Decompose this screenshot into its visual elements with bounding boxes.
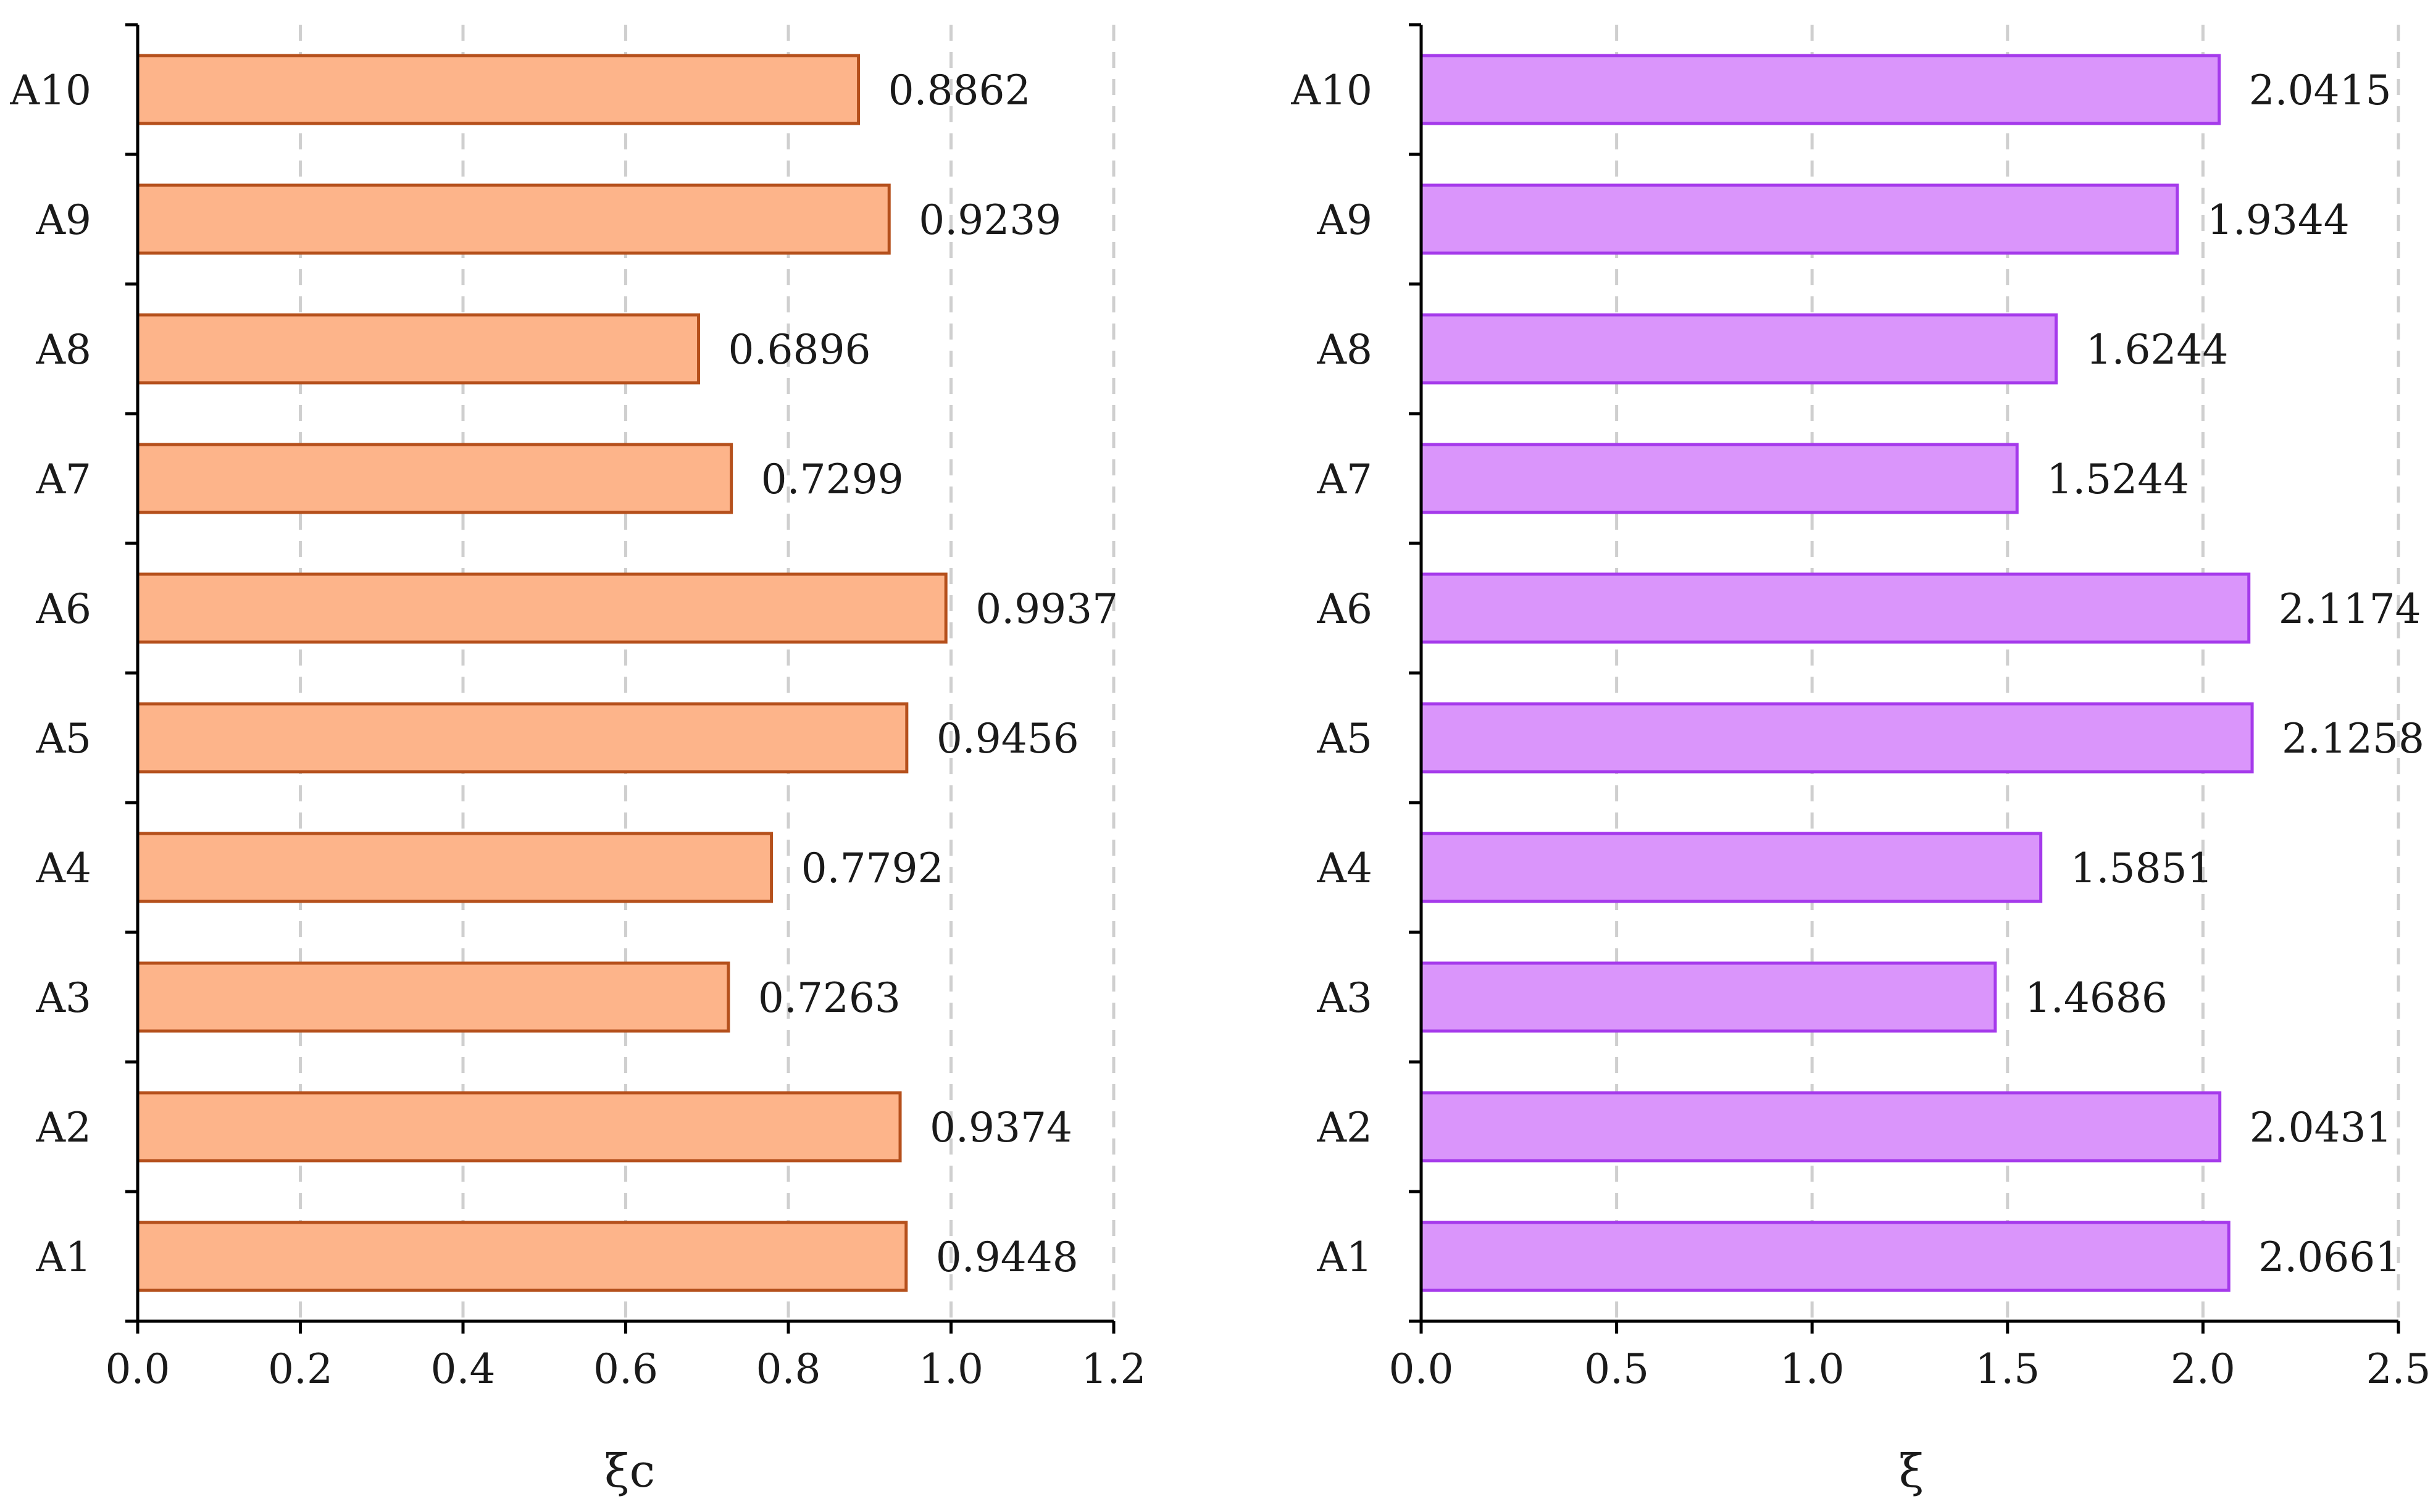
- bar-A9: [136, 183, 891, 255]
- bar-A10: [1419, 54, 2221, 125]
- data-label-A8: 0.6896: [728, 326, 871, 374]
- data-label-A6: 0.9937: [975, 585, 1118, 633]
- data-label-A5: 0.9456: [937, 715, 1079, 762]
- data-label-A9: 1.9344: [2207, 196, 2350, 244]
- data-label-A1: 0.9448: [936, 1234, 1079, 1281]
- category-label-A3: A3: [1316, 974, 1372, 1022]
- x-tick-label: 2.5: [2366, 1345, 2431, 1393]
- category-label-A5: A5: [35, 715, 91, 762]
- x-tick-label: 0.4: [431, 1345, 496, 1393]
- x-axis-title: ξc: [604, 1445, 655, 1498]
- bar-A1: [1419, 1221, 2231, 1292]
- right-chart-panel: 0.0 0.5 1.0 1.5 2.0 2.5 2.0661 A1 2.0431 A2 1.4686…: [1290, 23, 2431, 1498]
- category-label-A2: A2: [35, 1104, 91, 1151]
- category-label-A7: A7: [35, 456, 91, 503]
- data-label-A9: 0.9239: [919, 196, 1061, 244]
- data-label-A7: 1.5244: [2047, 456, 2189, 503]
- category-label-A8: A8: [1316, 326, 1372, 374]
- data-label-A10: 2.0415: [2249, 67, 2392, 114]
- data-label-A3: 0.7263: [758, 974, 901, 1022]
- category-label-A9: A9: [35, 196, 91, 244]
- category-label-A4: A4: [35, 845, 91, 892]
- data-label-A5: 2.1258: [2282, 715, 2424, 762]
- bar-A8: [136, 313, 701, 385]
- data-label-A3: 1.4686: [2025, 974, 2168, 1022]
- data-label-A10: 0.8862: [888, 67, 1031, 114]
- left-chart-panel: 0.0 0.2 0.4 0.6 0.8 1.0 1.2 0.9448 A1 0.9374 A2 0.7…: [9, 23, 1146, 1498]
- x-tick-label: 0.2: [268, 1345, 333, 1393]
- x-tick-label: 1.2: [1082, 1345, 1146, 1393]
- data-label-A6: 2.1174: [2279, 585, 2421, 633]
- category-label-A1: A1: [1316, 1234, 1372, 1281]
- bar-A2: [136, 1091, 902, 1163]
- data-label-A8: 1.6244: [2086, 326, 2229, 374]
- x-tick-label: 0.8: [756, 1345, 821, 1393]
- x-tick-label: 2.0: [2171, 1345, 2235, 1393]
- bar-A4: [136, 832, 774, 903]
- category-label-A9: A9: [1316, 196, 1372, 244]
- category-label-A1: A1: [35, 1234, 91, 1281]
- category-label-A4: A4: [1316, 845, 1372, 892]
- category-label-A10: A10: [9, 67, 91, 114]
- category-label-A2: A2: [1316, 1104, 1372, 1151]
- x-axis-title: ξ: [1899, 1445, 1924, 1498]
- data-label-A2: 2.0431: [2250, 1104, 2392, 1151]
- bar-A2: [1419, 1091, 2222, 1163]
- data-label-A1: 2.0661: [2258, 1234, 2401, 1281]
- bar-A8: [1419, 313, 2058, 385]
- category-label-A6: A6: [1316, 585, 1372, 633]
- data-label-A7: 0.7299: [761, 456, 904, 503]
- x-tick-label: 0.5: [1584, 1345, 1649, 1393]
- x-tick-label: 0.6: [593, 1345, 658, 1393]
- x-tick-label: 0.0: [106, 1345, 170, 1393]
- bar-A3: [1419, 961, 1997, 1033]
- bar-A6: [1419, 572, 2251, 644]
- category-label-A6: A6: [35, 585, 91, 633]
- x-tick-label: 1.0: [919, 1345, 983, 1393]
- data-label-A2: 0.9374: [930, 1104, 1072, 1151]
- bar-A1: [136, 1221, 908, 1292]
- bar-A3: [136, 961, 730, 1033]
- bar-A4: [1419, 832, 2043, 903]
- bar-A7: [136, 443, 733, 514]
- bar-A6: [136, 572, 948, 644]
- category-label-A10: A10: [1290, 67, 1372, 114]
- bar-A9: [1419, 183, 2179, 255]
- category-label-A8: A8: [35, 326, 91, 374]
- bar-A5: [1419, 702, 2254, 774]
- data-label-A4: 0.7792: [801, 845, 944, 892]
- category-label-A7: A7: [1316, 456, 1372, 503]
- x-tick-label: 1.5: [1975, 1345, 2040, 1393]
- bar-A10: [136, 54, 861, 125]
- bar-A5: [136, 702, 909, 774]
- data-label-A4: 1.5851: [2071, 845, 2213, 892]
- bar-A7: [1419, 443, 2019, 514]
- category-label-A3: A3: [35, 974, 91, 1022]
- category-label-A5: A5: [1316, 715, 1372, 762]
- x-tick-label: 1.0: [1780, 1345, 1845, 1393]
- x-tick-label: 0.0: [1389, 1345, 1454, 1393]
